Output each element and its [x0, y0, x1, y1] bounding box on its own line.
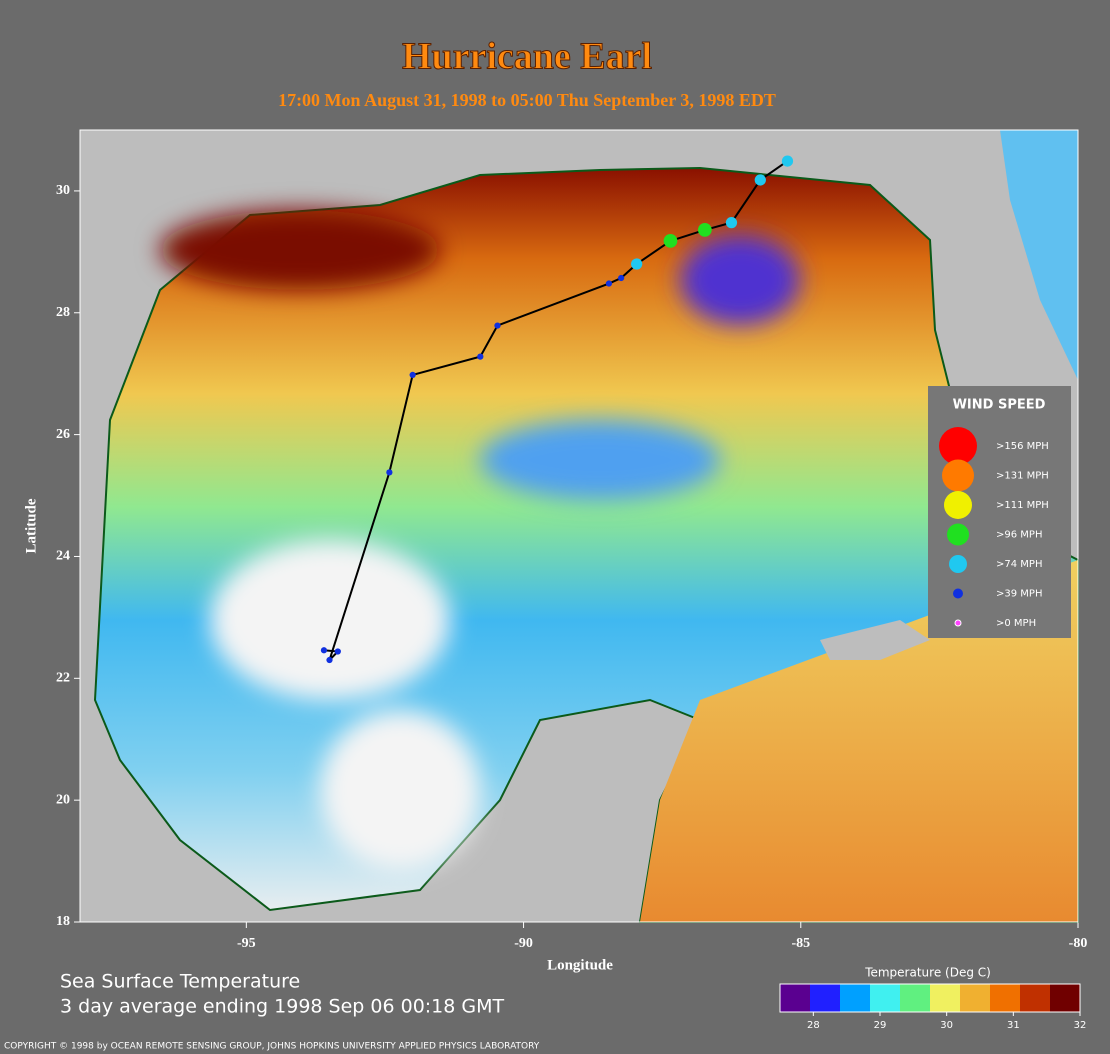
y-tick-label: 20	[56, 792, 70, 807]
legend-label: >74 MPH	[996, 559, 1042, 570]
cuba	[820, 620, 930, 660]
colorbar-cell	[1020, 984, 1051, 1012]
legend-swatch	[944, 491, 972, 519]
map-frame	[79, 129, 1079, 923]
y-tick-label: 24	[56, 549, 70, 564]
legend-label: >156 MPH	[996, 441, 1049, 452]
legend-label: >131 MPH	[996, 471, 1049, 482]
x-tick-label: -95	[237, 936, 256, 951]
colorbar-tick-label: 28	[807, 1020, 820, 1031]
y-axis-label: Latitude	[23, 498, 39, 553]
track-point	[320, 647, 328, 654]
colorbar-tick-label: 32	[1074, 1020, 1087, 1031]
legend-swatch	[942, 459, 974, 492]
colorbar-cell	[840, 984, 871, 1012]
track-point	[494, 322, 501, 329]
x-tick-label: -80	[1069, 936, 1088, 951]
atlantic-sea	[1000, 130, 1078, 380]
colorbar-tick-label: 29	[874, 1020, 887, 1031]
track-point	[631, 258, 643, 270]
y-tick-label: 26	[56, 427, 70, 442]
colorbar-cell	[870, 984, 901, 1012]
y-tick-label: 28	[56, 305, 70, 320]
caribbean-sea	[640, 560, 1078, 922]
sst-blobs	[160, 210, 800, 870]
track-point	[326, 656, 333, 664]
y-tick-label: 18	[56, 914, 70, 929]
caption: 3 day average ending 1998 Sep 06 00:18 G…	[60, 996, 505, 1018]
legend-label: >111 MPH	[996, 500, 1049, 511]
y-tick-label: 22	[56, 671, 70, 686]
subtitle: 17:00 Mon August 31, 1998 to 05:00 Thu S…	[278, 90, 776, 110]
title: Hurricane Earl	[402, 36, 652, 78]
legend-swatch	[939, 427, 977, 465]
legend-swatch	[953, 588, 963, 599]
track-point	[663, 234, 678, 248]
legend-swatch	[954, 619, 962, 627]
colorbar-cell	[810, 984, 841, 1012]
track-point	[781, 155, 794, 167]
caption: Sea Surface Temperature	[60, 971, 300, 993]
legend-swatch	[947, 523, 969, 546]
colorbar-cell	[960, 984, 991, 1012]
colorbar-tick-label: 31	[1007, 1020, 1020, 1031]
track-point	[386, 469, 393, 476]
legend-label: >39 MPH	[996, 589, 1042, 600]
colorbar-tick-label: 30	[940, 1020, 953, 1031]
colorbar-cell	[990, 984, 1021, 1012]
colorbar-cell	[780, 984, 811, 1012]
track-point	[725, 216, 738, 229]
colorbar-frame	[779, 983, 1081, 1013]
track-point	[477, 353, 484, 360]
colorbar-cell	[1050, 984, 1081, 1012]
x-axis-label: Longitude	[547, 957, 613, 973]
legend-title: WIND SPEED	[953, 398, 1046, 413]
colorbar-cell	[900, 984, 931, 1012]
legend-swatch	[949, 555, 967, 573]
x-tick-label: -85	[791, 936, 810, 951]
colorbar-cell	[930, 984, 961, 1012]
track-point	[334, 648, 341, 655]
legend-label: >0 MPH	[996, 618, 1036, 629]
track-point	[605, 280, 613, 287]
x-tick-label: -90	[514, 936, 533, 951]
copyright: COPYRIGHT © 1998 by OCEAN REMOTE SENSING…	[4, 1042, 540, 1052]
colorbar-label: Temperature (Deg C)	[864, 966, 991, 980]
track-point	[697, 223, 712, 237]
track-point	[409, 371, 416, 379]
track-point	[754, 174, 766, 186]
legend-label: >96 MPH	[996, 530, 1042, 541]
y-tick-label: 30	[56, 183, 70, 198]
track-point	[618, 274, 625, 282]
